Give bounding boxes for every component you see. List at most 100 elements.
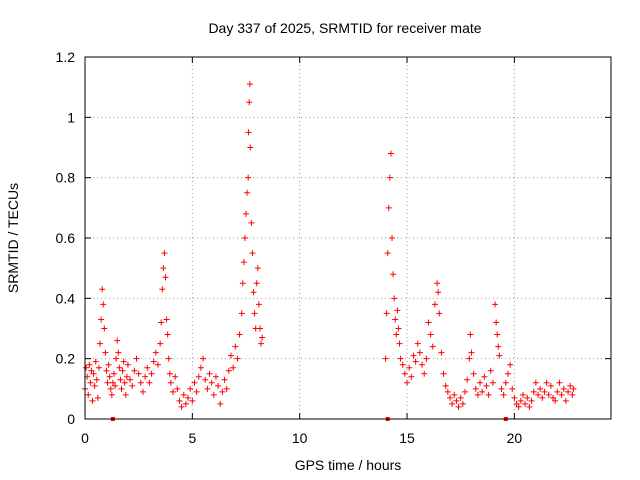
data-point <box>197 364 204 371</box>
data-point <box>245 174 252 181</box>
data-point <box>255 301 262 308</box>
data-point <box>109 379 116 386</box>
data-point <box>172 373 179 380</box>
data-point <box>453 397 460 404</box>
grid-lines <box>85 57 611 419</box>
data-point <box>221 376 228 383</box>
data-point <box>118 385 125 392</box>
y-tick-label: 0.8 <box>56 170 76 186</box>
data-point <box>158 319 165 326</box>
y-tick-label: 1 <box>67 109 75 125</box>
data-point <box>232 343 239 350</box>
data-point <box>569 391 576 398</box>
data-point <box>449 400 456 407</box>
data-point <box>395 325 402 332</box>
data-point <box>195 373 202 380</box>
data-point <box>246 81 253 88</box>
data-point <box>108 391 115 398</box>
data-point <box>191 379 198 386</box>
data-point <box>479 388 486 395</box>
data-point <box>146 379 153 386</box>
data-point <box>215 382 222 389</box>
data-point <box>552 397 559 404</box>
data-point <box>537 385 544 392</box>
data-point <box>507 361 514 368</box>
data-point <box>144 364 151 371</box>
data-point <box>148 370 155 377</box>
y-axis-label: SRMTID / TECUs <box>5 183 21 293</box>
data-point <box>204 385 211 392</box>
data-point <box>254 265 261 272</box>
data-point <box>406 364 413 371</box>
data-point <box>160 265 167 272</box>
data-point <box>556 379 563 386</box>
data-point <box>105 361 112 368</box>
data-point <box>494 331 501 338</box>
data-point <box>421 370 428 377</box>
data-point <box>178 403 185 410</box>
data-point <box>468 349 475 356</box>
data-point <box>404 379 411 386</box>
data-point <box>85 391 92 398</box>
x-axis: 0 5 10 15 20 <box>81 57 522 446</box>
data-point <box>142 373 149 380</box>
data-point <box>150 358 157 365</box>
data-point <box>83 364 90 371</box>
data-point <box>112 382 119 389</box>
data-point <box>258 340 265 347</box>
data-point <box>256 325 263 332</box>
data-point <box>248 219 255 226</box>
data-point <box>393 331 400 338</box>
data-point <box>251 310 258 317</box>
data-point <box>89 397 96 404</box>
data-point <box>459 400 466 407</box>
data-point <box>92 358 99 365</box>
data-point <box>408 373 415 380</box>
data-point <box>170 388 177 395</box>
data-point <box>539 394 546 401</box>
data-point <box>489 379 496 386</box>
data-point <box>253 280 260 287</box>
data-point <box>137 379 144 386</box>
x-tick-label: 10 <box>292 430 308 446</box>
data-point <box>414 340 421 347</box>
data-point <box>176 397 183 404</box>
x-tick-label: 20 <box>507 430 523 446</box>
data-point <box>139 388 146 395</box>
data-point <box>451 391 458 398</box>
data-point <box>384 250 391 257</box>
data-point <box>244 189 251 196</box>
data-point <box>86 361 93 368</box>
y-tick-label: 0.6 <box>56 230 76 246</box>
data-point <box>446 394 453 401</box>
data-point <box>390 271 397 278</box>
plot-frame <box>84 56 612 420</box>
data-point <box>470 370 477 377</box>
data-point <box>123 373 130 380</box>
data-point <box>462 388 469 395</box>
data-point <box>122 391 129 398</box>
data-point <box>129 382 136 389</box>
data-point <box>167 379 174 386</box>
data-point <box>210 391 217 398</box>
data-point <box>159 286 166 293</box>
data-point <box>180 391 187 398</box>
data-point <box>225 367 232 374</box>
data-point <box>410 352 417 359</box>
data-point <box>250 289 257 296</box>
data-point <box>238 310 245 317</box>
y-tick-label: 1.2 <box>56 49 76 65</box>
data-points <box>82 81 577 410</box>
data-point <box>106 373 113 380</box>
data-point <box>392 316 399 323</box>
data-point <box>519 391 526 398</box>
data-point <box>94 394 101 401</box>
data-point <box>543 379 550 386</box>
data-point <box>391 295 398 302</box>
data-point <box>416 349 423 356</box>
data-point <box>570 385 577 392</box>
data-point <box>100 301 107 308</box>
data-point <box>101 325 108 332</box>
data-point <box>127 376 134 383</box>
data-point <box>547 382 554 389</box>
